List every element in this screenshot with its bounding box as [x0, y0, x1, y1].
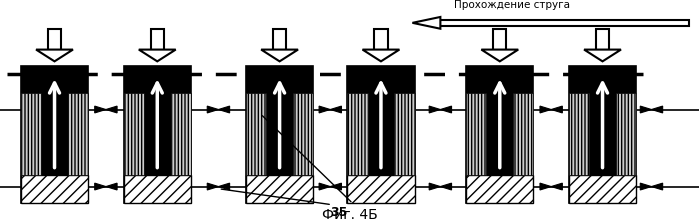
Bar: [48, 29, 62, 50]
Bar: [273, 29, 287, 50]
Bar: [124, 93, 144, 175]
Polygon shape: [651, 183, 663, 190]
Polygon shape: [551, 106, 562, 113]
Bar: [293, 93, 313, 175]
Bar: [569, 175, 636, 202]
Bar: [493, 29, 507, 50]
Bar: [466, 66, 533, 202]
Bar: [374, 29, 388, 50]
Polygon shape: [440, 183, 452, 190]
Bar: [124, 66, 191, 202]
Bar: [440, 20, 689, 26]
Polygon shape: [139, 50, 175, 61]
Bar: [246, 175, 313, 202]
Bar: [171, 93, 191, 175]
Bar: [466, 93, 487, 175]
Text: 35: 35: [331, 206, 347, 219]
Polygon shape: [651, 106, 663, 113]
Bar: [347, 66, 415, 202]
Polygon shape: [95, 183, 106, 190]
Bar: [68, 93, 88, 175]
Bar: [124, 175, 191, 202]
Polygon shape: [319, 106, 331, 113]
Bar: [21, 175, 88, 202]
Polygon shape: [331, 183, 342, 190]
Text: Прохождение струга: Прохождение струга: [454, 0, 570, 10]
Polygon shape: [429, 183, 440, 190]
Polygon shape: [363, 50, 399, 61]
Polygon shape: [106, 183, 117, 190]
Bar: [394, 93, 415, 175]
Polygon shape: [331, 106, 342, 113]
Polygon shape: [412, 17, 440, 29]
Polygon shape: [640, 106, 651, 113]
Polygon shape: [207, 183, 218, 190]
Polygon shape: [95, 106, 106, 113]
Polygon shape: [551, 183, 562, 190]
Bar: [347, 175, 415, 202]
Bar: [246, 66, 313, 202]
Polygon shape: [429, 106, 440, 113]
Bar: [596, 29, 610, 50]
Polygon shape: [106, 106, 117, 113]
Text: Фиг. 4Б: Фиг. 4Б: [322, 208, 377, 222]
Bar: [513, 93, 533, 175]
Bar: [150, 29, 164, 50]
Polygon shape: [319, 183, 331, 190]
Bar: [21, 93, 41, 175]
Polygon shape: [640, 183, 651, 190]
Bar: [466, 175, 533, 202]
Polygon shape: [584, 50, 621, 61]
Polygon shape: [482, 50, 518, 61]
Bar: [616, 93, 636, 175]
Polygon shape: [440, 106, 452, 113]
Bar: [246, 93, 266, 175]
Polygon shape: [36, 50, 73, 61]
Bar: [347, 93, 368, 175]
Bar: [569, 66, 636, 202]
Polygon shape: [218, 183, 229, 190]
Bar: [569, 93, 589, 175]
Polygon shape: [540, 183, 551, 190]
Polygon shape: [207, 106, 218, 113]
Polygon shape: [261, 50, 298, 61]
Bar: [21, 66, 88, 202]
Polygon shape: [218, 106, 229, 113]
Polygon shape: [540, 106, 551, 113]
